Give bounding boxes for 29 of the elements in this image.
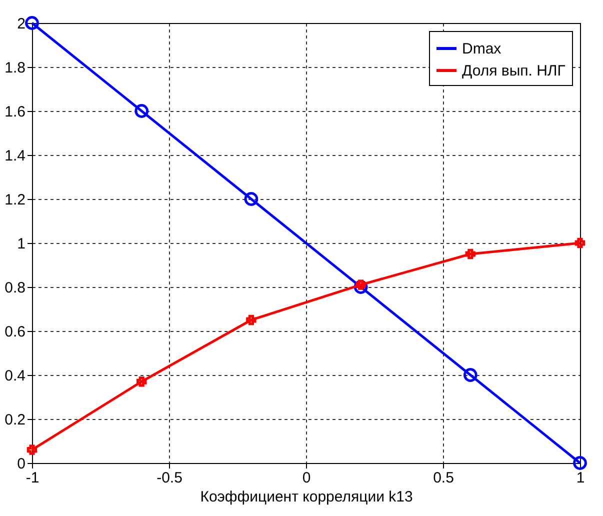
x-tick-label: 0 xyxy=(302,470,311,486)
point xyxy=(573,456,587,470)
point xyxy=(463,368,478,382)
x-tick-label: 1 xyxy=(576,470,585,486)
y-tick-label: 0.4 xyxy=(4,368,26,384)
legend-label: Dmax xyxy=(462,40,502,58)
legend-label: Доля вып. НЛГ xyxy=(462,62,566,80)
y-tick-label: 0.2 xyxy=(4,412,26,428)
y-tick-label: 2 xyxy=(17,16,26,32)
x-axis-title: Коэффициент корреляции k13 xyxy=(200,488,413,506)
point xyxy=(134,104,149,118)
x-tick-label: -0.5 xyxy=(156,470,182,486)
x-tick-label: 0.5 xyxy=(433,470,454,486)
y-tick-label: 1.4 xyxy=(4,148,26,164)
x-tick-label: -1 xyxy=(26,470,40,486)
y-tick-label: 0 xyxy=(17,456,26,472)
point xyxy=(246,314,256,326)
y-tick-label: 1.2 xyxy=(4,192,26,208)
y-tick-label: 1.8 xyxy=(4,60,26,76)
point xyxy=(574,238,586,248)
point xyxy=(136,376,147,387)
point xyxy=(465,248,476,260)
y-tick-label: 0.8 xyxy=(4,280,26,296)
point xyxy=(26,444,38,455)
y-tick-label: 1 xyxy=(17,236,26,252)
y-tick-label: 0.6 xyxy=(4,324,26,340)
point xyxy=(25,16,39,30)
y-tick-label: 1.6 xyxy=(4,104,26,120)
point xyxy=(244,192,258,206)
